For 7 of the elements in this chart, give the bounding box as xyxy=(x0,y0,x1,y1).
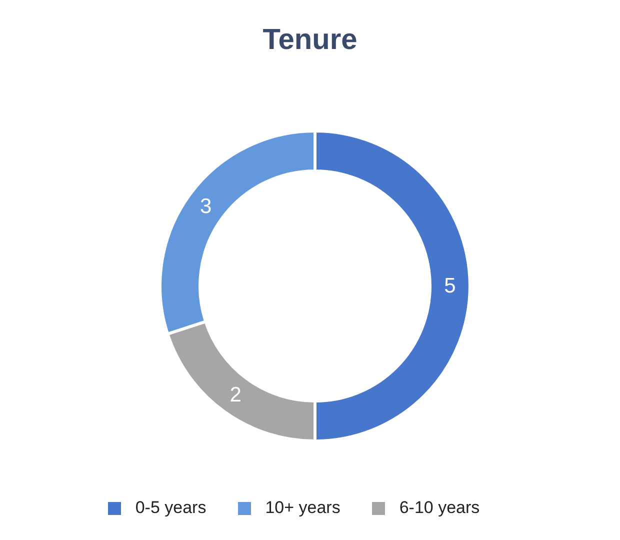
legend-label: 10+ years xyxy=(265,498,340,517)
chart-title: Tenure xyxy=(262,23,358,58)
data-label: 3 xyxy=(200,195,212,218)
legend-label: 6-10 years xyxy=(399,498,480,517)
data-label: 5 xyxy=(444,274,456,298)
data-label: 2 xyxy=(230,384,242,407)
legend-label: 0-5 years xyxy=(135,498,206,517)
